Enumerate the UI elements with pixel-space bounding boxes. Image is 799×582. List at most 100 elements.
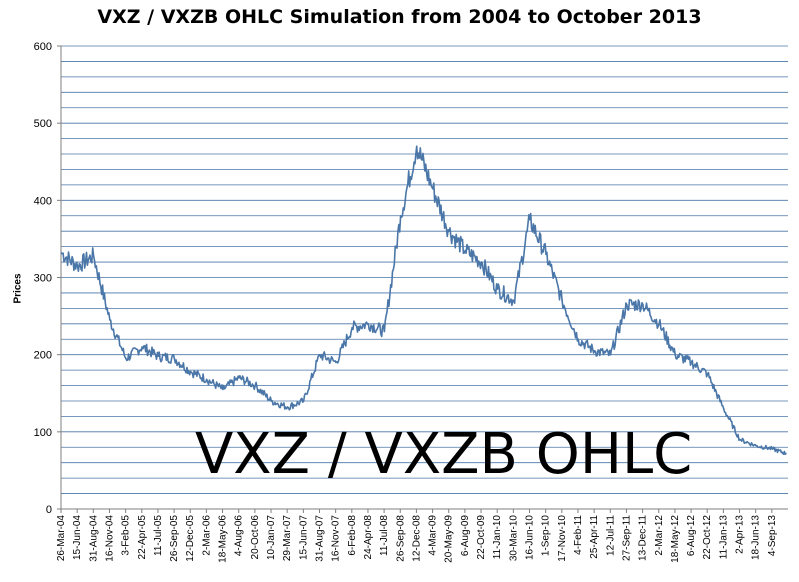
x-tick-label: 17-Nov-10 (557, 515, 568, 562)
x-tick-label: 31-Aug-04 (88, 515, 99, 562)
data-point (157, 355, 160, 358)
data-point (609, 353, 612, 356)
data-point (92, 255, 95, 257)
data-point (561, 299, 563, 302)
x-tick-label: 30-Mar-10 (508, 515, 519, 562)
x-tick-label: 16-Nov-04 (104, 515, 115, 562)
data-point (722, 407, 725, 410)
data-point (173, 357, 176, 360)
data-point (125, 357, 127, 360)
x-tick-label: 26-Mar-04 (56, 515, 67, 562)
x-tick-label: 26-Sep-05 (169, 515, 180, 562)
data-point (270, 400, 273, 402)
data-point (60, 252, 63, 254)
x-tick-label: 18-Jun-13 (751, 515, 762, 560)
data-point (593, 350, 596, 352)
y-tick-label: 400 (34, 195, 52, 207)
x-tick-label: 16-Jun-10 (525, 515, 536, 560)
x-tick-label: 4-Aug-06 (234, 515, 245, 557)
x-tick-label: 4-Mar-09 (428, 515, 439, 556)
data-point (771, 448, 773, 450)
x-tick-label: 29-Mar-07 (282, 515, 293, 562)
data-point (512, 299, 515, 302)
x-tick-label: 11-Jan-10 (492, 515, 503, 560)
data-point (785, 452, 787, 455)
data-point (335, 361, 337, 364)
data-point (399, 215, 402, 217)
x-tick-label: 18-May-06 (218, 515, 229, 563)
x-tick-label: 2-Mar-12 (654, 515, 665, 556)
x-tick-label: 1-Sep-10 (541, 515, 552, 557)
data-point (755, 444, 757, 447)
data-point (626, 303, 628, 306)
data-point (529, 218, 531, 221)
x-tick-label: 20-May-09 (444, 515, 455, 563)
data-point (415, 145, 418, 148)
data-point (706, 373, 709, 375)
overlay-caption: VXZ / VXZB OHLC (195, 422, 693, 487)
data-point (464, 249, 467, 252)
x-tick-label: 11-Jul-05 (153, 515, 164, 556)
data-point (76, 265, 79, 267)
data-point (658, 323, 660, 325)
x-tick-label: 16-Nov-07 (331, 515, 342, 562)
x-tick-label: 15-Jun-07 (298, 515, 309, 560)
y-tick-label: 500 (34, 118, 52, 130)
x-tick-label: 18-May-12 (670, 515, 681, 563)
chart-title: VXZ / VXZB OHLC Simulation from 2004 to … (97, 6, 702, 28)
data-point (302, 400, 305, 402)
x-tick-label: 22-Oct-09 (476, 515, 487, 560)
x-tick-label: 20-Oct-06 (250, 515, 261, 560)
x-tick-label: 6-Aug-12 (686, 515, 697, 557)
x-tick-label: 2-Apr-13 (735, 515, 746, 554)
x-tick-label: 6-Aug-09 (460, 515, 471, 557)
y-tick-label: 600 (34, 41, 52, 53)
x-tick-label: 31-Aug-07 (314, 515, 325, 562)
x-tick-label: 4-Sep-13 (767, 515, 778, 557)
data-point (448, 230, 450, 232)
x-tick-label: 22-Apr-05 (137, 515, 148, 560)
y-tick-label: 0 (46, 504, 52, 516)
data-point (674, 353, 676, 356)
x-tick-label: 26-Sep-08 (395, 515, 406, 562)
data-point (432, 188, 434, 190)
data-point (319, 353, 321, 356)
x-tick-label: 15-Jun-04 (72, 515, 83, 560)
data-point (286, 406, 289, 408)
data-point (109, 319, 111, 321)
x-tick-label: 12-Jul-11 (605, 515, 616, 556)
series-lines (60, 145, 787, 456)
x-tick-label: 12-Dec-05 (185, 515, 196, 562)
y-axis-ticks: 0 100 200 300 400 500 600 (34, 41, 61, 516)
x-tick-label: 25-Apr-11 (589, 515, 600, 559)
x-tick-label: 13-Dec-11 (638, 515, 649, 561)
x-tick-label: 10-Jan-07 (266, 515, 277, 560)
data-point (205, 378, 208, 381)
data-point (577, 338, 580, 341)
x-tick-label: 6-Feb-08 (347, 515, 358, 556)
data-point (367, 323, 370, 325)
x-tick-label: 12-Dec-08 (411, 515, 422, 562)
data-point (238, 377, 240, 379)
data-point (690, 361, 693, 364)
data-point (739, 438, 741, 441)
x-tick-label: 3-Feb-05 (121, 515, 132, 556)
data-point (545, 253, 547, 256)
data-point (496, 288, 499, 290)
price-series-line (60, 145, 787, 456)
y-tick-label: 300 (34, 273, 52, 285)
data-point (141, 346, 143, 348)
y-tick-label: 200 (34, 350, 52, 362)
x-tick-label: 24-Apr-08 (363, 515, 374, 560)
data-point (642, 303, 644, 306)
data-point (222, 388, 224, 391)
data-point (254, 384, 256, 387)
x-tick-label: 11-Jan-13 (718, 515, 729, 560)
data-point (189, 370, 192, 373)
y-tick-label: 100 (34, 427, 52, 439)
x-tick-label: 22-Oct-12 (702, 515, 713, 560)
x-axis-ticks: 26-Mar-04 15-Jun-04 31-Aug-04 16-Nov-04 3-Fe… (56, 509, 778, 563)
x-tick-label: 4-Feb-11 (573, 515, 584, 555)
x-tick-label: 27-Sep-11 (621, 515, 632, 561)
